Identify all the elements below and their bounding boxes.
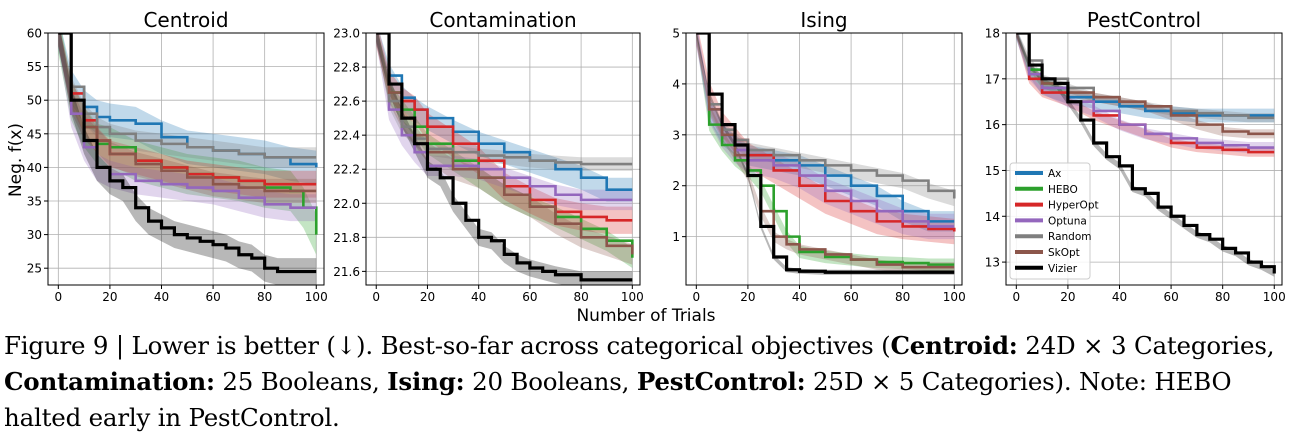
pestcontrol-xtick-label: 40 (1112, 290, 1127, 304)
centroid-plot-area (58, 33, 318, 285)
centroid-ytick-label: 25 (27, 262, 42, 276)
contamination-ytick-label: 21.8 (333, 231, 360, 245)
ising-xtick-label: 100 (943, 290, 966, 304)
pestcontrol-title: PestControl (1087, 8, 1201, 32)
legend-label-ax: Ax (1048, 168, 1061, 180)
contamination-xtick-label: 20 (420, 290, 435, 304)
contamination-ytick-label: 22.4 (333, 129, 360, 143)
pestcontrol-xtick-label: 0 (1012, 290, 1020, 304)
ising-ytick-label: 2 (672, 179, 680, 193)
contamination-line-vizier (376, 33, 633, 282)
ising-ytick-label: 4 (672, 77, 680, 91)
caption-term-pestcontrol: PestControl: (636, 367, 806, 396)
centroid-band-hebo (58, 33, 317, 255)
ising-xtick-label: 0 (692, 290, 700, 304)
pestcontrol-xtick-label: 100 (1263, 290, 1286, 304)
pestcontrol-ytick-label: 16 (985, 118, 1000, 132)
legend-label-optuna: Optuna (1048, 215, 1087, 227)
centroid-title: Centroid (143, 8, 228, 32)
centroid-xtick-label: 0 (54, 290, 62, 304)
pestcontrol-ytick-label: 14 (985, 210, 1000, 224)
pestcontrol-xtick-label: 20 (1060, 290, 1075, 304)
centroid-xtick-label: 80 (257, 290, 272, 304)
legend-label-hebo: HEBO (1048, 184, 1078, 196)
contamination-ytick-label: 21.6 (333, 265, 360, 279)
pestcontrol-ytick-label: 15 (985, 164, 1000, 178)
pestcontrol-plot-area (1016, 33, 1276, 277)
contamination-xtick-label: 40 (471, 290, 486, 304)
legend-label-vizier: Vizier (1048, 263, 1078, 275)
contamination-xtick-label: 0 (372, 290, 380, 304)
caption-desc-centroid: 24D × 3 Categories, (1017, 331, 1275, 360)
caption-desc-ising: 20 Booleans, (464, 367, 637, 396)
centroid-frame (47, 32, 325, 286)
pestcontrol-frame (1005, 32, 1283, 286)
legend-label-skopt: SkOpt (1048, 247, 1080, 259)
contamination-ytick-label: 22.2 (333, 163, 360, 177)
centroid-xtick-label: 20 (102, 290, 117, 304)
centroid-ytick-label: 40 (27, 161, 42, 175)
caption-term-centroid: Centroid: (890, 331, 1018, 360)
ising-xtick-label: 60 (843, 290, 858, 304)
panel-ising: 0 20 40 60 80 100 1 2 3 4 5 Ising (672, 8, 965, 304)
y-axis-label: Neg. f(x) (6, 123, 26, 197)
ising-title: Ising (800, 8, 847, 32)
ising-plot-area (696, 33, 956, 275)
ising-line-skopt (696, 33, 955, 269)
contamination-xtick-label: 60 (522, 290, 537, 304)
centroid-ytick-label: 35 (27, 195, 42, 209)
pestcontrol-band-ax (1016, 33, 1275, 123)
centroid-xtick-label: 40 (154, 290, 169, 304)
centroid-xtick-label: 100 (305, 290, 328, 304)
pestcontrol-ytick-label: 18 (985, 27, 1000, 41)
contamination-xtick-label: 100 (621, 290, 644, 304)
legend-label-random: Random (1048, 231, 1091, 243)
pestcontrol-ytick-label: 17 (985, 72, 1000, 86)
centroid-ytick-label: 55 (27, 60, 42, 74)
caption-desc-contamination: 25 Booleans, (214, 367, 388, 396)
caption-desc-pestcontrol: 25D × 5 Categories). Note: HEBO halted e… (4, 367, 1232, 432)
ising-line-hebo (696, 33, 955, 266)
panel-contamination: 0 20 40 60 80 100 21.6 21.8 22.0 22.2 22.4 22.6 22.8… (333, 8, 643, 304)
panel-pestcontrol: 0 20 40 60 80 100 13 14 15 16 17 18 PestControl (985, 8, 1286, 304)
centroid-ytick-label: 50 (27, 94, 42, 108)
centroid-ytick-label: 60 (27, 27, 42, 41)
ising-ytick-label: 3 (672, 128, 680, 142)
legend: Ax HEBO HyperOpt Optuna Random SkOpt Vizier (1009, 162, 1099, 280)
ising-ytick-label: 1 (672, 230, 680, 244)
contamination-xtick-label: 80 (573, 290, 588, 304)
contamination-plot-area (376, 33, 634, 285)
centroid-xtick-label: 60 (205, 290, 220, 304)
ising-line-vizier (696, 33, 955, 274)
ising-frame (685, 32, 963, 286)
contamination-ytick-label: 22.6 (333, 95, 360, 109)
pestcontrol-line-vizier (1016, 33, 1276, 274)
contamination-ytick-label: 22.0 (333, 197, 360, 211)
ising-xtick-label: 80 (895, 290, 910, 304)
caption-term-contamination: Contamination: (4, 367, 215, 396)
legend-label-hyperopt: HyperOpt (1048, 200, 1099, 212)
pestcontrol-ytick-label: 13 (985, 256, 1000, 270)
centroid-ytick-label: 45 (27, 127, 42, 141)
pestcontrol-xtick-label: 80 (1215, 290, 1230, 304)
ising-xtick-label: 20 (740, 290, 755, 304)
centroid-band-ax (58, 33, 317, 185)
figure-caption: Figure 9 | Lower is better (↓). Best-so-… (4, 328, 1294, 436)
panel-centroid: 0 20 40 60 80 100 25 30 35 40 45 50 55 60 Centroid (27, 8, 328, 304)
centroid-band-hyperopt (58, 33, 317, 198)
ising-xtick-label: 40 (792, 290, 807, 304)
contamination-ytick-label: 22.8 (333, 61, 360, 75)
centroid-band-skopt (58, 33, 317, 204)
centroid-ytick-label: 30 (27, 228, 42, 242)
contamination-ytick-label: 23.0 (333, 27, 360, 41)
contamination-frame (365, 32, 641, 286)
x-axis-label: Number of Trials (576, 306, 715, 326)
caption-term-ising: Ising: (387, 367, 465, 396)
centroid-line-vizier (58, 33, 317, 274)
pestcontrol-xtick-label: 60 (1163, 290, 1178, 304)
caption-prefix: Figure 9 | Lower is better (↓). Best-so-… (4, 331, 891, 360)
contamination-title: Contamination (429, 8, 576, 32)
ising-ytick-label: 5 (672, 27, 680, 41)
